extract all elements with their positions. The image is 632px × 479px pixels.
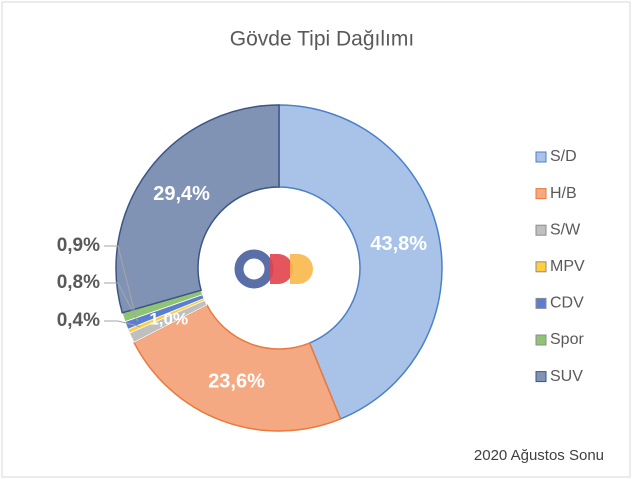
legend-label: S/W	[550, 221, 581, 238]
legend-swatch	[535, 334, 547, 346]
legend-swatch	[535, 297, 547, 309]
logo	[234, 249, 313, 289]
legend-label: S/D	[550, 148, 577, 165]
data-label: 0,9%	[57, 235, 100, 256]
chart-title: Gövde Tipi Dağılımı	[230, 28, 414, 51]
data-label: 0,4%	[57, 310, 100, 331]
legend-label: Spor	[550, 331, 584, 348]
data-label: 43,8%	[370, 233, 427, 255]
data-label: 1,0%	[149, 310, 188, 329]
leader-line	[104, 245, 136, 314]
data-label: 0,8%	[57, 272, 100, 293]
legend-label: MPV	[550, 258, 585, 275]
donut-slice	[132, 303, 342, 432]
donut-slice	[115, 104, 280, 314]
annotation: 2020 Ağustos Sonu	[474, 447, 604, 464]
legend-swatch	[535, 151, 547, 163]
legend-swatch	[535, 188, 547, 200]
data-label: 29,4%	[153, 183, 210, 205]
data-label: 23,6%	[208, 371, 265, 393]
legend-label: SUV	[550, 368, 583, 385]
leader-line	[104, 320, 140, 327]
legend-swatch	[535, 261, 547, 273]
legend-label: CDV	[550, 295, 584, 312]
leader-line	[104, 282, 139, 322]
donut-slice	[278, 104, 443, 420]
legend-swatch	[535, 371, 547, 383]
legend-swatch	[535, 224, 547, 236]
legend-label: H/B	[550, 185, 577, 202]
